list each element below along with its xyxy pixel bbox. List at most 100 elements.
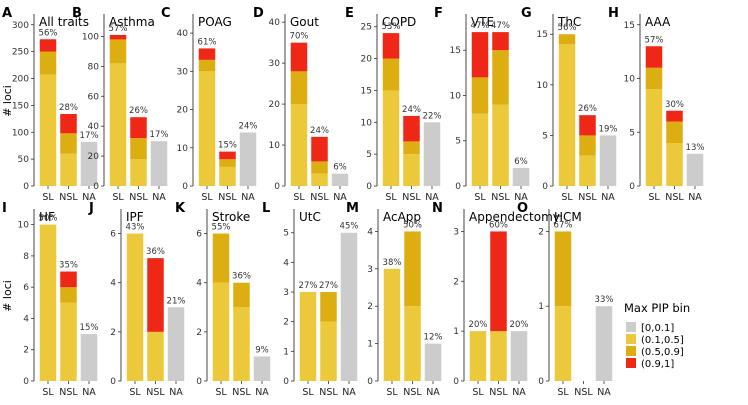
panel-l: L UtC 0 1 2 3 4 5 27% SL 27% NSL 45% NA xyxy=(262,201,358,398)
percent-label: 67% xyxy=(554,220,573,230)
bar-segment xyxy=(558,44,576,187)
bar-segment xyxy=(492,50,509,105)
bar-segment xyxy=(554,306,572,381)
bar-segment xyxy=(340,232,358,381)
percent-label: 15% xyxy=(218,141,237,151)
percent-label: 19% xyxy=(599,124,618,134)
x-tick-label: NSL xyxy=(578,192,597,203)
legend-items: [0,0.1](0.1,0.5](0.5,0.9](0.9,1] xyxy=(626,322,684,370)
panel-title: HCM xyxy=(554,210,582,224)
bar-segment xyxy=(471,32,489,78)
x-tick-label: NSL xyxy=(319,387,338,398)
y-tick-label: 0 xyxy=(366,182,372,192)
y-tick-label: 5 xyxy=(283,229,289,239)
x-tick-label: SL xyxy=(561,192,573,203)
bar-segment xyxy=(383,268,401,381)
y-tick-label: 10 xyxy=(624,75,636,85)
panel-o: O HCM 0 1 2 67% SL NSL 33% NA xyxy=(517,201,613,398)
percent-label: 21% xyxy=(167,296,186,306)
panel-letter: G xyxy=(521,6,532,21)
bar-segment xyxy=(492,32,509,51)
percent-label: 61% xyxy=(198,37,217,47)
bar-segment xyxy=(39,74,57,186)
panel-n: N Appendectomy 0 1 2 3 20% SL 60% NSL 20% NA xyxy=(432,201,560,398)
x-tick-label: SL xyxy=(293,192,305,203)
y-tick-label: 3 xyxy=(283,288,289,298)
x-tick-label: NSL xyxy=(489,387,508,398)
bar-segment xyxy=(403,115,420,142)
panel-title: Gout xyxy=(290,15,319,29)
bar-segment xyxy=(219,151,236,160)
y-tick-label: 15 xyxy=(450,46,461,56)
x-tick-label: NA xyxy=(688,192,702,203)
y-tick-label: 1 xyxy=(453,327,459,337)
percent-label: 27% xyxy=(299,281,318,291)
y-tick-label: 1 xyxy=(367,340,373,350)
y-axis-label-bottom: # loci xyxy=(1,280,14,312)
y-tick-label: 0 xyxy=(182,182,188,192)
y-tick-label: 5 xyxy=(629,128,635,138)
y-tick-label: 10 xyxy=(361,118,373,128)
y-tick-label: 5 xyxy=(542,131,548,141)
bar-segment xyxy=(39,51,57,75)
x-tick-label: NA xyxy=(425,192,439,203)
bar-segment xyxy=(666,110,683,122)
bar-segment xyxy=(150,141,168,186)
bar-segment xyxy=(579,115,596,136)
y-tick-label: 150 xyxy=(12,101,29,111)
y-tick-label: 1 xyxy=(538,302,544,312)
y-tick-label: 300 xyxy=(12,21,29,31)
panel-j: J IPF 0 2 4 6 43% SL 36% NSL 21% NA xyxy=(88,201,185,398)
x-tick-label: SL xyxy=(474,192,486,203)
percent-label: 27% xyxy=(319,281,338,291)
bar-segment xyxy=(126,233,144,381)
bar-segment xyxy=(311,173,328,186)
percent-label: 60% xyxy=(489,220,508,230)
x-tick-label: NSL xyxy=(574,387,593,398)
x-tick-label: SL xyxy=(385,192,397,203)
y-tick-label: 30 xyxy=(177,67,189,77)
bar-segment xyxy=(320,292,337,322)
percent-label: 55% xyxy=(212,223,231,233)
x-tick-label: NSL xyxy=(218,192,237,203)
percent-label: 43% xyxy=(126,223,145,233)
panel-letter: A xyxy=(2,6,12,21)
bar-segment xyxy=(60,113,77,134)
bar-segment xyxy=(599,135,617,186)
legend-swatch xyxy=(626,358,636,368)
percent-label: 38% xyxy=(383,258,402,268)
panel-title: Stroke xyxy=(212,210,250,224)
percent-label: 24% xyxy=(239,121,258,131)
y-tick-label: 0 xyxy=(196,377,202,387)
percent-label: 53% xyxy=(382,22,401,32)
x-tick-label: SL xyxy=(112,192,124,203)
percent-label: 17% xyxy=(80,131,99,141)
x-tick-label: NA xyxy=(333,192,347,203)
bar-segment xyxy=(109,39,127,64)
percent-label: 20% xyxy=(510,320,529,330)
y-tick-label: 0 xyxy=(367,377,373,387)
y-tick-label: 2 xyxy=(23,346,29,356)
x-tick-label: SL xyxy=(42,192,54,203)
bar-segment xyxy=(253,356,271,381)
y-tick-label: 15 xyxy=(361,86,372,96)
x-tick-label: NSL xyxy=(403,387,422,398)
panel-g: G ThC 0 5 10 15 56% SL 26% NSL 19% NA xyxy=(521,6,617,203)
bar-segment xyxy=(239,132,257,186)
panel-letter: C xyxy=(161,6,171,21)
x-tick-label: SL xyxy=(648,192,660,203)
bar-segment xyxy=(311,136,328,162)
panel-title: UtC xyxy=(299,210,321,224)
y-tick-label: 5 xyxy=(455,137,461,147)
y-tick-label: 0 xyxy=(23,182,29,192)
bar-segment xyxy=(666,121,683,143)
x-tick-label: NA xyxy=(82,387,96,398)
percent-label: 57% xyxy=(109,24,128,34)
y-tick-label: 0 xyxy=(629,182,635,192)
bar-segment xyxy=(219,159,236,167)
panel-title: COPD xyxy=(382,15,416,29)
x-tick-label: NA xyxy=(241,192,255,203)
x-tick-label: NSL xyxy=(232,387,251,398)
